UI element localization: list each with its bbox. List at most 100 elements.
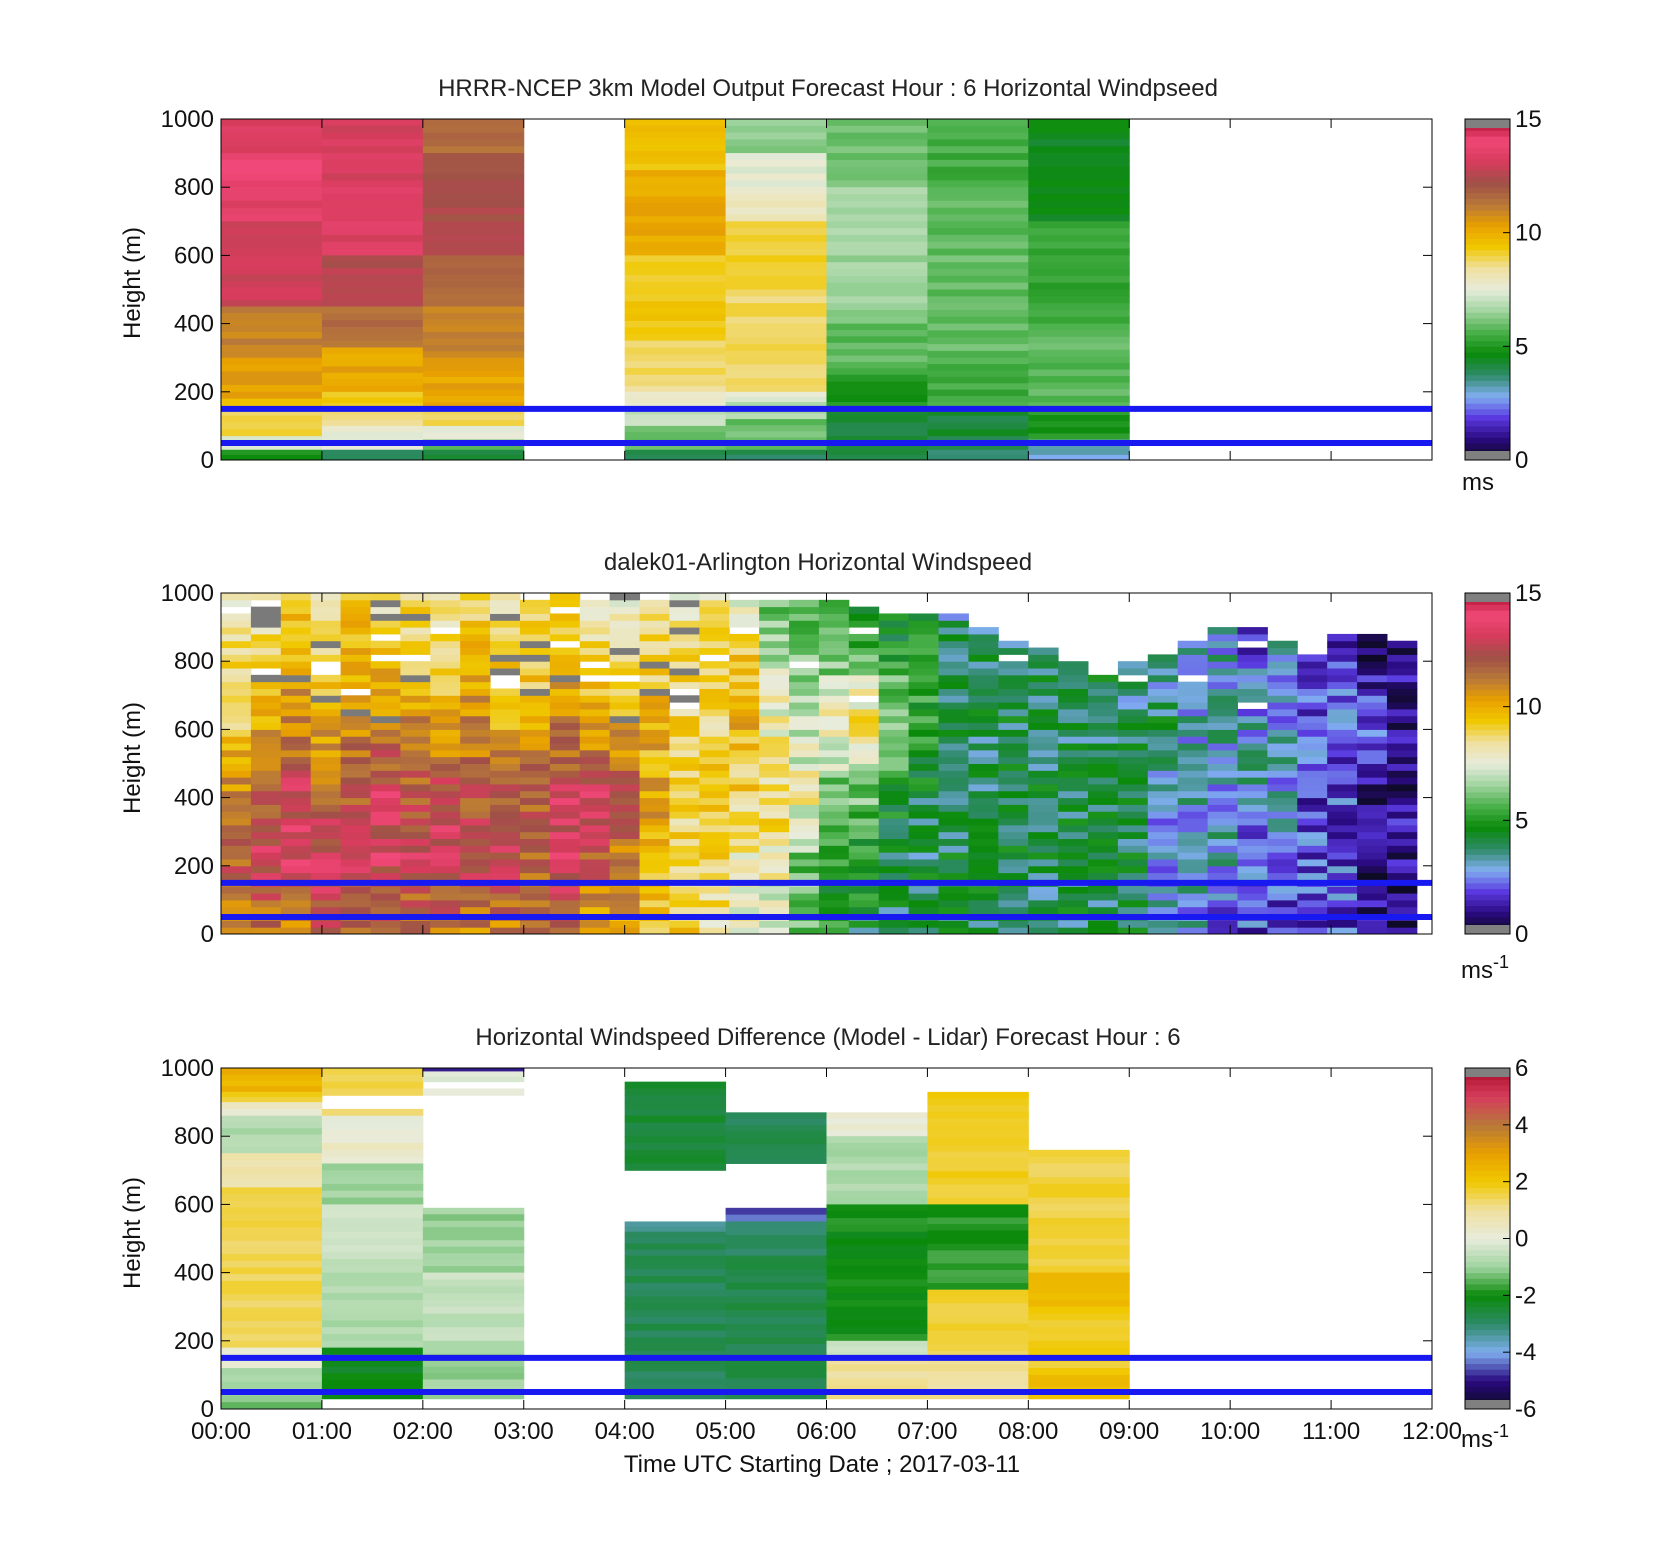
heatmap-cell [310, 865, 342, 874]
heatmap-cell [422, 1253, 525, 1261]
heatmap-cell [826, 180, 928, 188]
heatmap-cell [908, 708, 940, 717]
heatmap-cell [490, 633, 521, 642]
heatmap-cell [826, 262, 928, 270]
heatmap-cell [729, 620, 760, 628]
heatmap-cell [818, 715, 850, 724]
colorbar-segment [1465, 249, 1510, 256]
heatmap-cell [422, 1088, 525, 1096]
heatmap-cell [639, 804, 670, 812]
heatmap-cell [998, 906, 1029, 915]
heatmap-cell [430, 715, 461, 724]
heatmap-cell [1177, 729, 1209, 737]
heatmap-cell [725, 1310, 827, 1318]
heatmap-cell [826, 1149, 928, 1158]
y-tick-label: 1000 [161, 1055, 214, 1082]
heatmap-cell [1028, 674, 1059, 683]
heatmap-cell [1058, 852, 1089, 860]
heatmap-cell [759, 845, 790, 853]
heatmap-cell [422, 248, 525, 256]
heatmap-cell [1357, 661, 1388, 669]
heatmap-cell [280, 804, 312, 812]
heatmap-cell [609, 756, 641, 764]
heatmap-cell [878, 736, 910, 744]
heatmap-cell [490, 920, 521, 928]
heatmap-cell [1357, 927, 1388, 935]
heatmap-cell [669, 845, 700, 853]
heatmap-cell [1147, 729, 1179, 737]
heatmap-cell [1386, 702, 1418, 710]
heatmap-cell [624, 1163, 727, 1171]
heatmap-cell [826, 336, 928, 344]
colorbar-tick-label: 6 [1515, 1055, 1528, 1082]
heatmap-cell [422, 132, 525, 140]
heatmap-cell [938, 743, 969, 751]
heatmap-cell [1028, 336, 1130, 344]
heatmap-cell [1357, 743, 1388, 751]
heatmap-cell [1147, 804, 1179, 812]
heatmap-cell [878, 865, 910, 874]
heatmap-cell [321, 1129, 424, 1137]
heatmap-cell [878, 927, 910, 935]
heatmap-cell [927, 1391, 1029, 1400]
heatmap-cell [221, 674, 252, 683]
heatmap-cell [1028, 688, 1059, 696]
colorbar-segment [1465, 369, 1510, 376]
colorbar-segment [1465, 791, 1510, 799]
heatmap-cell [609, 681, 641, 689]
heatmap-cell [400, 640, 431, 649]
heatmap-cell [430, 756, 461, 764]
colorbar-segment [1465, 706, 1510, 713]
heatmap-cell [400, 783, 431, 792]
heatmap-cell [422, 173, 525, 181]
heatmap-cell [669, 831, 700, 840]
colorbar-segment [1465, 1261, 1510, 1268]
colorbar-segment [1465, 854, 1510, 861]
heatmap-cell [699, 708, 730, 717]
colorbar-segment [1465, 1164, 1510, 1171]
heatmap-cell [422, 280, 525, 288]
heatmap-cell [310, 756, 342, 764]
heatmap-cell [549, 824, 581, 833]
heatmap-cell [340, 681, 371, 689]
heatmap-cell [1028, 1265, 1130, 1274]
heatmap-cell [729, 920, 760, 928]
heatmap-cell [321, 200, 424, 209]
heatmap-cell [639, 818, 670, 826]
heatmap-cell [1028, 454, 1130, 461]
heatmap-cell [725, 350, 827, 359]
heatmap-cell [519, 743, 551, 751]
heatmap-cell [789, 688, 820, 696]
heatmap-cell [1297, 865, 1328, 874]
heatmap-cell [609, 640, 641, 649]
heatmap-cell [826, 1258, 928, 1267]
colorbar-segment [1465, 1215, 1510, 1222]
heatmap-cell [400, 824, 431, 833]
colorbar-segment [1465, 894, 1510, 901]
heatmap-cell [639, 852, 670, 860]
colorbar-segment [1465, 1346, 1510, 1353]
heatmap-cell [340, 729, 371, 737]
heatmap-cell [759, 783, 790, 792]
heatmap-cell [826, 153, 928, 161]
heatmap-cell [789, 749, 820, 758]
heatmap-cell [400, 729, 431, 737]
heatmap-cell [878, 811, 910, 819]
heatmap-cell [818, 633, 850, 642]
heatmap-cell [624, 119, 727, 126]
heatmap-cell [725, 1248, 827, 1257]
heatmap-cell [519, 688, 551, 696]
heatmap-cell [579, 790, 611, 799]
heatmap-cell [280, 783, 312, 792]
heatmap-cell [908, 886, 940, 894]
heatmap-cell [1327, 736, 1358, 744]
heatmap-cell [422, 300, 525, 308]
heatmap-cell [968, 688, 999, 696]
heatmap-cell [624, 1149, 727, 1158]
heatmap-cell [908, 681, 940, 689]
colorbar-over-cap [1465, 593, 1510, 602]
heatmap-cell [221, 783, 252, 792]
heatmap-cell [422, 1379, 525, 1387]
colorbar-segment [1465, 334, 1510, 342]
heatmap-cell [699, 811, 730, 819]
